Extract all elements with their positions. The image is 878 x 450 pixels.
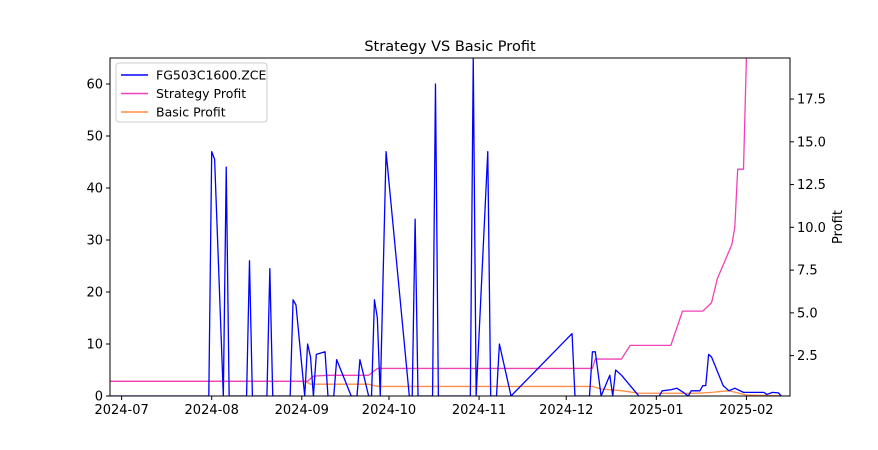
- x-tick-label: 2025-01: [629, 403, 683, 418]
- series-layer: [110, 58, 782, 396]
- x-tick-label: 2024-07: [94, 403, 148, 418]
- y-right-tick-label: 7.5: [797, 264, 818, 279]
- legend-box: [115, 62, 268, 123]
- y-right-tick-label: 15.0: [797, 135, 826, 150]
- y-left-tick-label: 10: [86, 338, 103, 353]
- y-right-tick-label: 12.5: [797, 178, 826, 193]
- series-line-basic-profit: [110, 380, 782, 396]
- y-left-tick-label: 20: [86, 286, 103, 301]
- y-right-tick-label: 5.0: [797, 306, 818, 321]
- y-left-tick-label: 0: [95, 390, 103, 405]
- y-left-tick-label: 50: [86, 130, 103, 145]
- series-line-fg503c1600-zce: [110, 58, 782, 396]
- legend-label: Basic Profit: [156, 105, 226, 120]
- x-tick-label: 2024-08: [185, 403, 239, 418]
- x-tick-label: 2024-12: [539, 403, 593, 418]
- x-tick-label: 2025-02: [719, 403, 773, 418]
- x-tick-label: 2024-11: [452, 403, 506, 418]
- right-axis-label: Profit: [831, 210, 846, 244]
- y-right-tick-label: 2.5: [797, 349, 818, 364]
- legend-label: Strategy Profit: [156, 86, 246, 101]
- legend: FG503C1600.ZCE Strategy Profit Basic Profi…: [115, 62, 268, 123]
- y-right-tick-label: 10.0: [797, 221, 826, 236]
- y-left-tick-label: 30: [86, 234, 103, 249]
- y-left-tick-label: 40: [86, 182, 103, 197]
- series-line-strategy-profit: [110, 58, 748, 382]
- axes-layer: 2024-07 2024-08 2024-09 2024-10 2024-11 2024-…: [86, 78, 826, 419]
- chart-title: Strategy VS Basic Profit: [364, 39, 536, 55]
- y-left-tick-label: 60: [86, 78, 103, 93]
- x-tick-label: 2024-09: [275, 403, 329, 418]
- y-right-tick-label: 17.5: [797, 93, 826, 108]
- x-tick-label: 2024-10: [362, 403, 416, 418]
- legend-label: FG503C1600.ZCE: [156, 68, 267, 83]
